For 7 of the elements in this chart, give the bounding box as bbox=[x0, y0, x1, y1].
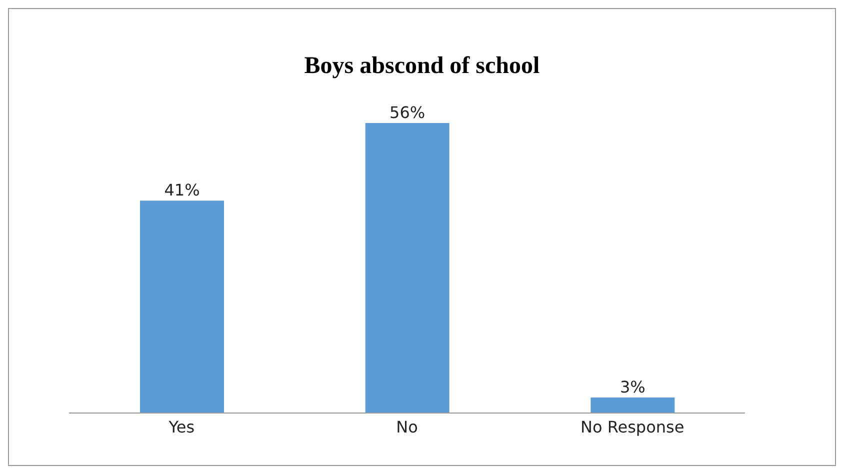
x-tick-label: No Response bbox=[580, 417, 684, 436]
x-tick-label: No bbox=[396, 417, 418, 436]
data-label: 41% bbox=[164, 180, 200, 200]
data-label: 56% bbox=[390, 103, 426, 122]
chart-title: Boys abscond of school bbox=[303, 53, 541, 81]
data-label: 3% bbox=[620, 377, 646, 396]
x-tick-label: Yes bbox=[168, 417, 195, 436]
